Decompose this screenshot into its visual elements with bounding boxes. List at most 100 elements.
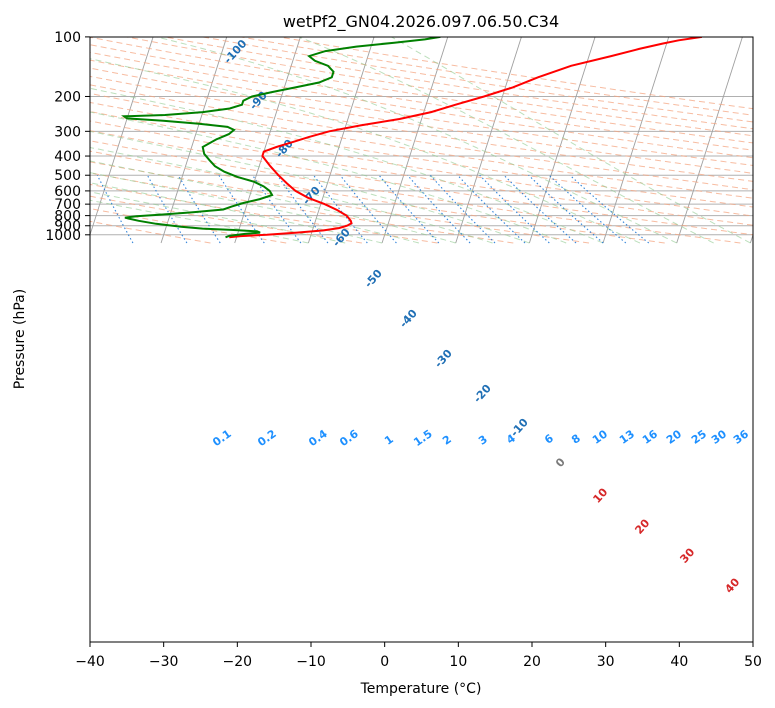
isotherm-10: [455, 37, 522, 244]
moist-adiabat-30: [90, 87, 604, 244]
dry-adiabat-label: -50: [362, 267, 385, 291]
plot-frame: [89, 36, 754, 643]
mixing-ratio-label: 6: [542, 431, 556, 446]
mixing-ratio-label: 20: [664, 427, 684, 447]
x-tick-label: 50: [744, 654, 762, 670]
moist-adiabat-20: [90, 130, 530, 244]
dewpoint-line: [121, 37, 441, 239]
mixing-ratio-label: 25: [689, 427, 709, 446]
mixing-ratio-label: 0.6: [337, 427, 361, 449]
mixing-line-30: [548, 174, 627, 244]
dry-adiabat--20: [90, 208, 287, 244]
mixing-ratio-label: 0.2: [255, 427, 278, 449]
isotherm-30: [602, 37, 670, 244]
dry-adiabat-label: -20: [471, 382, 494, 406]
dry-adiabat-10: [90, 172, 514, 244]
dry-adiabat-170: [124, 37, 753, 137]
x-tick-label: 40: [670, 654, 688, 670]
y-tick-label: 1000: [45, 228, 81, 244]
mixing-ratio-label: 8: [569, 432, 583, 447]
y-tick-label: 700: [54, 197, 81, 213]
mixing-ratio-label: 30: [709, 427, 729, 447]
mixing-line-25: [528, 174, 604, 244]
mixing-line-0.6: [177, 174, 221, 244]
mixing-ratio-label: 10: [590, 427, 610, 447]
y-tick-label: 400: [54, 149, 81, 165]
mixing-ratio-label: 16: [640, 427, 660, 447]
mixing-ratio-label: 13: [617, 427, 637, 446]
moist-adiabats: [90, 37, 751, 244]
dry-adiabat-40: [90, 140, 741, 244]
y-tick-label: 200: [54, 89, 81, 105]
mixing-ratio-label: 36: [731, 427, 751, 447]
isotherm--20: [234, 37, 301, 244]
moist-adiabat-45: [298, 37, 714, 244]
dry-adiabat-label: -40: [397, 307, 420, 331]
x-tick-label: 30: [597, 654, 615, 670]
dry-adiabat-90: [90, 93, 753, 199]
x-tick-label: −30: [149, 654, 179, 670]
dry-adiabat-80: [90, 101, 753, 208]
x-tick-label: 0: [380, 654, 389, 670]
mixing-line-6: [378, 174, 440, 244]
y-tick-label: 300: [54, 124, 81, 140]
moist-adiabat-5: [90, 172, 420, 244]
moist-adiabat-label: 0: [553, 455, 568, 470]
mixing-ratio-label: 3: [476, 433, 490, 448]
y-tick-label: 500: [54, 168, 81, 184]
mixing-line-2: [276, 174, 329, 244]
mixing-line-10: [429, 174, 496, 244]
moist-adiabat--10: [90, 199, 309, 244]
mixing-line-16: [479, 174, 550, 244]
y-tick-label: 600: [54, 184, 81, 200]
dry-adiabat-label: -30: [432, 347, 455, 371]
plot-area: 0.1 0.2 0.4 0.6 1 1.5 2 3 4 6 8 10 13 16 20 25 30 36-100-…: [0, 32, 753, 596]
x-tick-label: −20: [223, 654, 253, 670]
isotherm-50: [749, 233, 753, 244]
mixing-ratio-lines: [96, 174, 650, 244]
mixing-ratio-label: 2: [440, 433, 454, 448]
moist-adiabat-40: [156, 37, 677, 244]
dry-adiabat-200: [238, 37, 753, 116]
mixing-line-20: [503, 174, 577, 244]
moist-adiabat-label: 10: [590, 485, 610, 505]
moist-adiabat-label: 40: [722, 575, 742, 595]
mixing-ratio-label: 1: [382, 433, 396, 448]
chart-title: wetPf2_GN04.2026.097.06.50.C34: [283, 12, 559, 32]
x-tick-label: 20: [523, 654, 541, 670]
temperature-line: [229, 37, 703, 239]
dry-adiabat-150: [90, 44, 753, 151]
y-tick-label: 100: [54, 30, 81, 46]
mixing-line-4: [339, 174, 397, 244]
isotherm-0: [381, 37, 449, 244]
x-tick-label: 10: [449, 654, 467, 670]
x-axis-label: Temperature (°C): [360, 681, 482, 697]
x-tick-label: −10: [296, 654, 326, 670]
mixing-line-1.5: [252, 174, 302, 244]
moist-adiabat-15: [90, 146, 493, 244]
isotherm--60: [0, 32, 7, 243]
mixing-ratio-label: 0.1: [210, 427, 233, 449]
dry-adiabat--30: [90, 220, 211, 244]
y-tick-label: 900: [54, 219, 81, 235]
dry-adiabat-0: [90, 183, 438, 244]
mixing-line-0.2: [96, 174, 134, 244]
x-tick-label: −40: [75, 654, 105, 670]
dry-adiabat-110: [90, 75, 753, 182]
dry-adiabat-130: [90, 59, 753, 166]
x-axis-ticks: −40 −30 −20 −10 0 10 20 30 40 50: [75, 642, 762, 670]
isotherm-40: [676, 37, 743, 244]
dry-adiabat-30: [90, 150, 665, 244]
mixing-ratio-label: 0.4: [306, 427, 330, 449]
moist-adiabat-label: 20: [632, 516, 652, 536]
dry-adiabat-210: [276, 37, 753, 110]
dry-adiabat-60: [90, 120, 753, 226]
y-tick-label: 800: [54, 209, 81, 225]
isotherm--30: [160, 37, 228, 244]
y-axis-label: Pressure (hPa): [12, 289, 28, 389]
dry-adiabat-20: [90, 161, 590, 244]
moist-adiabat-35: [90, 58, 641, 244]
mixing-line-1: [218, 174, 265, 244]
